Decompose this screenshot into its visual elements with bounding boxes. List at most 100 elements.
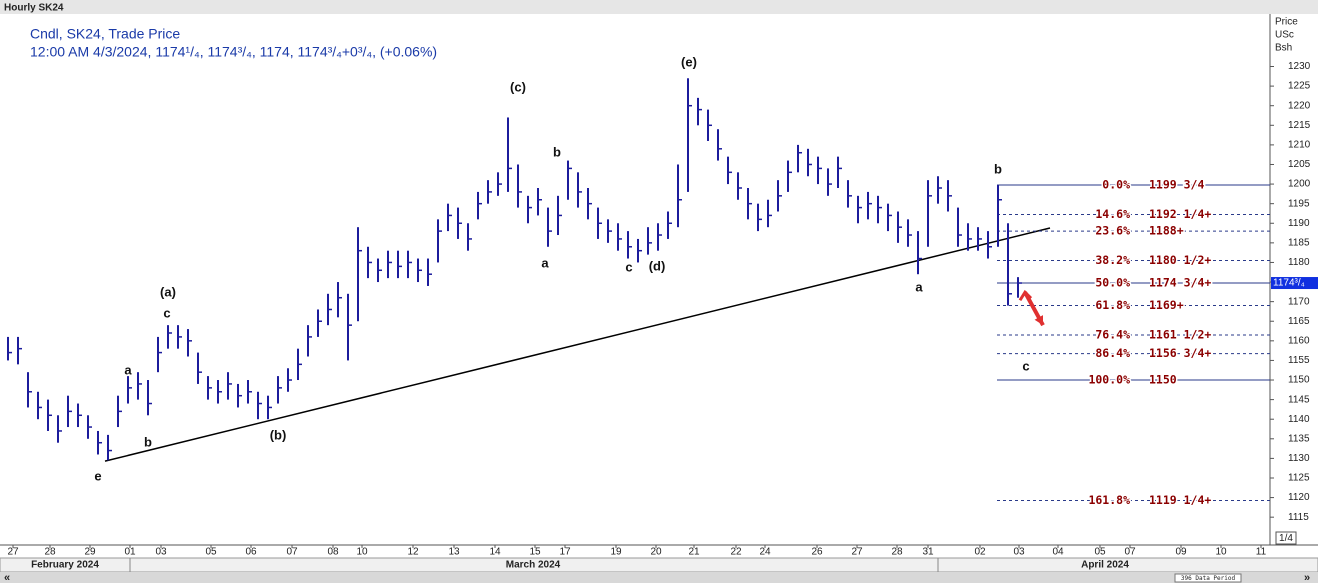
x-tick-label: 17 bbox=[559, 547, 571, 558]
y-tick-label: 1150 bbox=[1288, 375, 1310, 386]
wave-label: (b) bbox=[270, 427, 287, 442]
y-tick-label: 1195 bbox=[1288, 198, 1310, 209]
x-tick-label: 10 bbox=[1215, 547, 1227, 558]
scroll-left[interactable]: « bbox=[4, 572, 10, 583]
wave-label: c bbox=[1022, 359, 1029, 374]
y-tick-label: 1140 bbox=[1288, 414, 1310, 425]
y-tick-label: 1145 bbox=[1288, 394, 1310, 405]
y-tick-label: 1185 bbox=[1288, 237, 1310, 248]
period-label: 396 Data Period bbox=[1181, 575, 1236, 582]
last-price-label: 1174³/₄ bbox=[1273, 278, 1305, 289]
y-tick-label: 1120 bbox=[1288, 492, 1310, 503]
x-tick-label: 05 bbox=[205, 547, 217, 558]
y-axis-header: Bsh bbox=[1275, 43, 1292, 54]
wave-label: a bbox=[915, 279, 923, 294]
fib-price: 1199 3/4 bbox=[1149, 178, 1204, 192]
fib-price: 1188+ bbox=[1149, 224, 1184, 238]
x-tick-label: 01 bbox=[124, 547, 136, 558]
x-tick-label: 19 bbox=[610, 547, 622, 558]
wave-label: a bbox=[541, 255, 549, 270]
fib-ratio: 76.4% bbox=[1095, 327, 1130, 341]
y-tick-label: 1160 bbox=[1288, 335, 1310, 346]
last-price-tag bbox=[1271, 277, 1318, 290]
x-tick-label: 24 bbox=[759, 547, 771, 558]
y-tick-label: 1200 bbox=[1288, 179, 1311, 190]
fib-price: 1119 1/4+ bbox=[1149, 493, 1211, 507]
x-tick-label: 04 bbox=[1052, 547, 1064, 558]
y-tick-label: 1165 bbox=[1288, 316, 1310, 327]
arrow-top bbox=[1018, 289, 1033, 302]
scale-box[interactable] bbox=[1275, 531, 1297, 545]
fib-ratio: 161.8% bbox=[1088, 493, 1130, 507]
x-tick-label: 12 bbox=[407, 547, 419, 558]
fib-price: 1169+ bbox=[1149, 298, 1184, 312]
x-tick-label: 03 bbox=[1013, 547, 1025, 558]
fib-ratio: 0.0% bbox=[1102, 178, 1130, 192]
y-axis-header: Price bbox=[1275, 17, 1298, 28]
x-tick-label: 20 bbox=[650, 547, 662, 558]
x-tick-label: 28 bbox=[891, 547, 903, 558]
period-box bbox=[1174, 573, 1242, 583]
y-tick-label: 1225 bbox=[1288, 81, 1311, 92]
x-tick-label: 03 bbox=[155, 547, 167, 558]
chart-title: Hourly SK24 bbox=[4, 3, 64, 14]
y-tick-label: 1130 bbox=[1288, 453, 1310, 464]
x-tick-label: 02 bbox=[974, 547, 986, 558]
x-tick-label: 10 bbox=[356, 547, 368, 558]
y-tick-label: 1215 bbox=[1288, 120, 1311, 131]
legend-line: Cndl, SK24, Trade Price bbox=[30, 26, 180, 42]
x-tick-label: 07 bbox=[1124, 547, 1136, 558]
x-tick-label: 31 bbox=[922, 547, 934, 558]
wave-label: c bbox=[625, 259, 632, 274]
scale-label[interactable]: 1/4 bbox=[1279, 533, 1293, 544]
fib-ratio: 38.2% bbox=[1095, 253, 1130, 267]
x-tick-label: 05 bbox=[1094, 547, 1106, 558]
x-tick-label: 07 bbox=[286, 547, 298, 558]
y-tick-label: 1135 bbox=[1288, 433, 1310, 444]
x-tick-label: 21 bbox=[688, 547, 700, 558]
fib-ratio: 14.6% bbox=[1095, 207, 1130, 221]
wave-label: c bbox=[163, 306, 170, 321]
y-tick-label: 1155 bbox=[1288, 355, 1310, 366]
x-tick-label: 11 bbox=[1256, 547, 1267, 558]
x-tick-label: 27 bbox=[851, 547, 863, 558]
wave-label: a bbox=[124, 362, 132, 377]
y-tick-label: 1230 bbox=[1288, 61, 1311, 72]
y-tick-label: 1220 bbox=[1288, 100, 1311, 111]
wave-label: (c) bbox=[510, 80, 526, 95]
fib-price: 1156 3/4+ bbox=[1149, 346, 1211, 360]
trendline bbox=[104, 227, 1051, 462]
x-tick-label: 15 bbox=[529, 547, 541, 558]
fib-price: 1192 1/4+ bbox=[1149, 207, 1211, 221]
y-tick-label: 1190 bbox=[1288, 218, 1310, 229]
arrow-head bbox=[1034, 315, 1043, 326]
fib-price: 1180 1/2+ bbox=[1149, 253, 1211, 267]
wave-label: b bbox=[994, 161, 1002, 176]
fib-ratio: 86.4% bbox=[1095, 346, 1130, 360]
y-axis-header: USc bbox=[1275, 30, 1294, 41]
wave-label: (d) bbox=[649, 259, 666, 274]
fib-price: 1150 bbox=[1149, 373, 1177, 387]
scrollbar[interactable] bbox=[0, 572, 1318, 583]
y-tick-label: 1125 bbox=[1288, 473, 1310, 484]
y-tick-label: 1205 bbox=[1288, 159, 1311, 170]
x-tick-label: 14 bbox=[489, 547, 501, 558]
y-tick-label: 1210 bbox=[1288, 140, 1311, 151]
wave-label: b bbox=[553, 145, 561, 160]
y-tick-label: 1180 bbox=[1288, 257, 1310, 268]
x-tick-label: 28 bbox=[44, 547, 56, 558]
x-tick-label: 09 bbox=[1175, 547, 1187, 558]
fib-price: 1161 1/2+ bbox=[1149, 327, 1211, 341]
wave-label: (a) bbox=[160, 284, 176, 299]
fib-price: 1174 3/4+ bbox=[1149, 276, 1211, 290]
scroll-right[interactable]: » bbox=[1304, 572, 1310, 583]
month-label: April 2024 bbox=[1081, 560, 1129, 571]
legend-line: 12:00 AM 4/3/2024, 1174¹/₄, 1174³/₄, 117… bbox=[30, 44, 437, 60]
month-label: February 2024 bbox=[31, 560, 99, 571]
title-bar bbox=[0, 0, 1318, 14]
fib-ratio: 50.0% bbox=[1095, 276, 1130, 290]
y-tick-label: 1115 bbox=[1288, 512, 1309, 523]
x-tick-label: 13 bbox=[448, 547, 460, 558]
wave-label: e bbox=[94, 468, 101, 483]
